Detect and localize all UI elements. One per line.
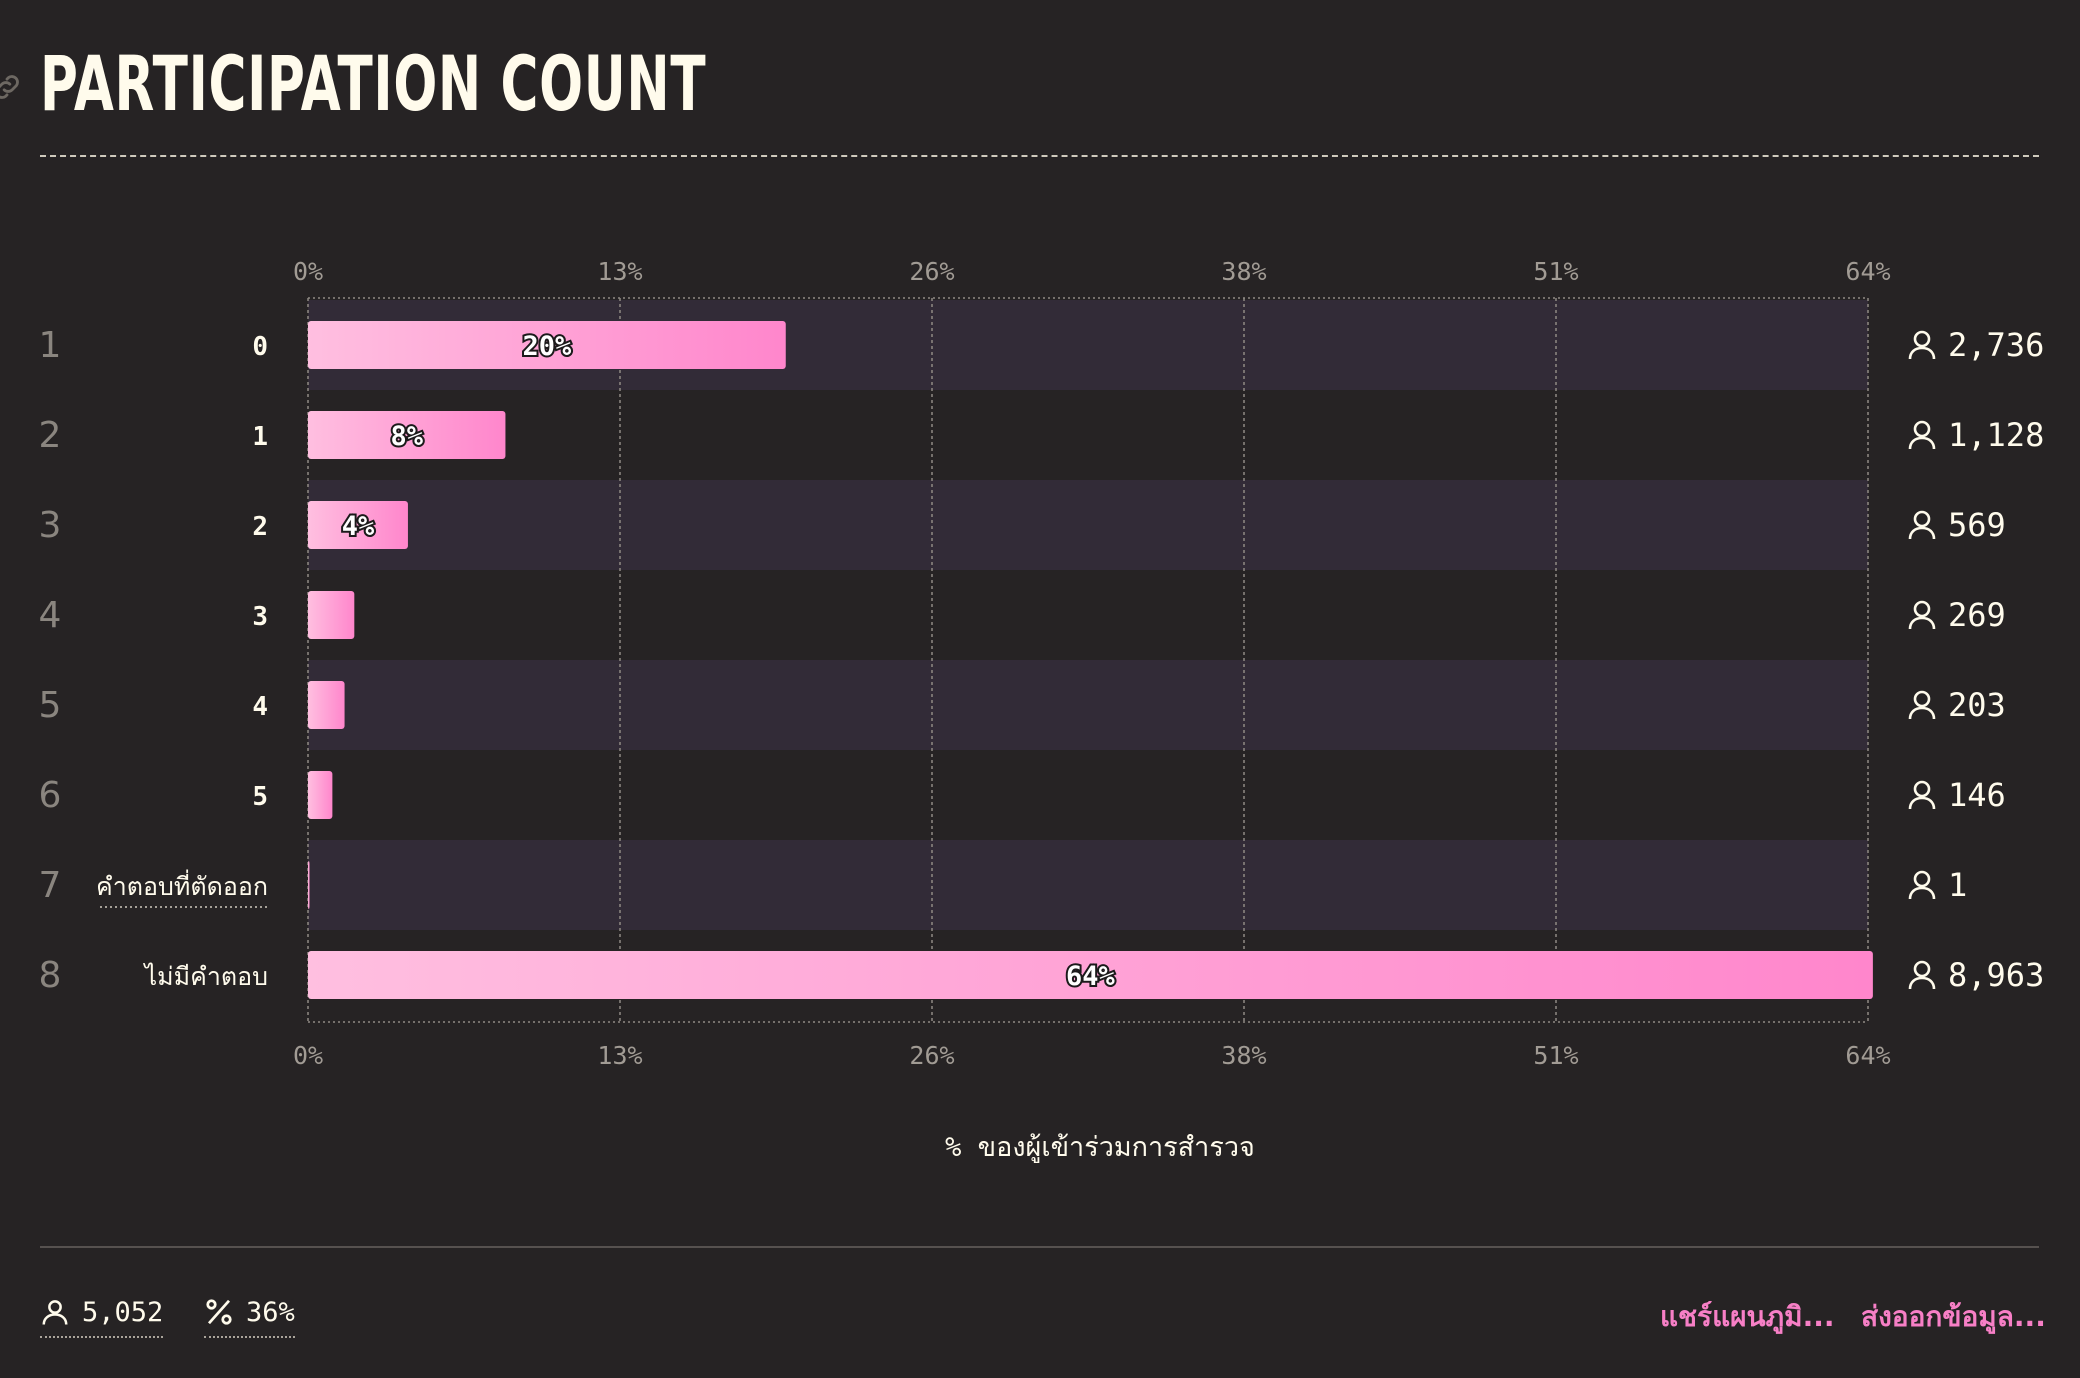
respondent-count: 146 xyxy=(1948,776,2006,814)
bar[interactable] xyxy=(308,861,310,909)
category-label: 4 xyxy=(252,692,268,722)
person-icon xyxy=(1908,420,1936,450)
respondent-count: 8,963 xyxy=(1948,956,2044,994)
x-tick-label-bottom: 26% xyxy=(909,1041,954,1070)
x-tick-label-bottom: 38% xyxy=(1221,1041,1266,1070)
person-icon xyxy=(1908,690,1936,720)
footer-divider xyxy=(40,1246,2039,1248)
percent-stat[interactable]: 36% xyxy=(204,1290,295,1338)
respondent-count: 203 xyxy=(1948,686,2006,724)
x-tick-label-top: 26% xyxy=(909,257,954,286)
page-title: PARTICIPATION COUNT xyxy=(40,39,707,128)
x-axis-title: % ของผู้เข้าร่วมการสำรวจ xyxy=(945,1132,1255,1163)
row-band xyxy=(308,840,1868,930)
person-icon xyxy=(1908,330,1936,360)
x-tick-label-bottom: 0% xyxy=(293,1041,323,1070)
category-label: 3 xyxy=(252,602,268,632)
respondent-count: 269 xyxy=(1948,596,2006,634)
bar-value-label: 4% xyxy=(342,511,375,542)
title-divider xyxy=(40,155,2039,157)
x-tick-label-top: 51% xyxy=(1533,257,1578,286)
person-icon xyxy=(1908,780,1936,810)
person-icon xyxy=(42,1300,68,1325)
row-rank: 6 xyxy=(39,775,62,816)
respondent-count: 1,128 xyxy=(1948,416,2044,454)
row-band xyxy=(308,660,1868,750)
row-rank: 7 xyxy=(39,865,62,906)
x-tick-label-top: 13% xyxy=(597,257,642,286)
percent-icon xyxy=(206,1299,232,1325)
x-tick-label-bottom: 64% xyxy=(1845,1041,1890,1070)
x-tick-label-bottom: 13% xyxy=(597,1041,642,1070)
bar[interactable] xyxy=(308,411,506,459)
category-label: 1 xyxy=(252,422,268,452)
share-chart-link[interactable]: แชร์แผนภูมิ... xyxy=(1660,1300,1835,1333)
respondent-count: 569 xyxy=(1948,506,2006,544)
bar[interactable] xyxy=(308,591,355,639)
row-rank: 5 xyxy=(39,685,62,726)
person-icon xyxy=(1908,870,1936,900)
x-tick-label-top: 38% xyxy=(1221,257,1266,286)
bar[interactable] xyxy=(308,681,345,729)
bar[interactable] xyxy=(308,771,333,819)
category-label: ไม่มีคำตอบ xyxy=(143,962,268,991)
bar-value-label: 8% xyxy=(390,421,423,452)
bar-value-label: 20% xyxy=(522,331,572,362)
row-rank: 8 xyxy=(39,955,62,996)
category-label: คำตอบที่ตัดออก xyxy=(96,869,268,901)
respondent-count: 1 xyxy=(1948,866,1967,904)
person-icon xyxy=(1908,960,1936,990)
row-rank: 3 xyxy=(39,505,62,546)
percent-value: 36% xyxy=(246,1296,295,1328)
bar[interactable] xyxy=(308,321,786,369)
respondent-count: 2,736 xyxy=(1948,326,2044,364)
row-rank: 2 xyxy=(39,415,62,456)
row-rank: 4 xyxy=(39,595,62,636)
category-label: 2 xyxy=(252,512,268,542)
category-label: 5 xyxy=(252,782,268,812)
bar-value-label: 64% xyxy=(1066,961,1116,992)
row-rank: 1 xyxy=(39,325,62,366)
x-tick-label-bottom: 51% xyxy=(1533,1041,1578,1070)
x-tick-label-top: 0% xyxy=(293,257,323,286)
link-icon[interactable] xyxy=(0,70,24,104)
export-data-link[interactable]: ส่งออกข้อมูล... xyxy=(1861,1300,2046,1333)
person-icon xyxy=(1908,510,1936,540)
category-label: 0 xyxy=(252,332,268,362)
respondents-count: 5,052 xyxy=(82,1296,164,1328)
row-band xyxy=(308,480,1868,570)
person-icon xyxy=(1908,600,1936,630)
x-tick-label-top: 64% xyxy=(1845,257,1890,286)
bar[interactable] xyxy=(308,501,408,549)
bar[interactable] xyxy=(308,951,1873,999)
respondents-stat[interactable]: 5,052 xyxy=(40,1290,164,1338)
